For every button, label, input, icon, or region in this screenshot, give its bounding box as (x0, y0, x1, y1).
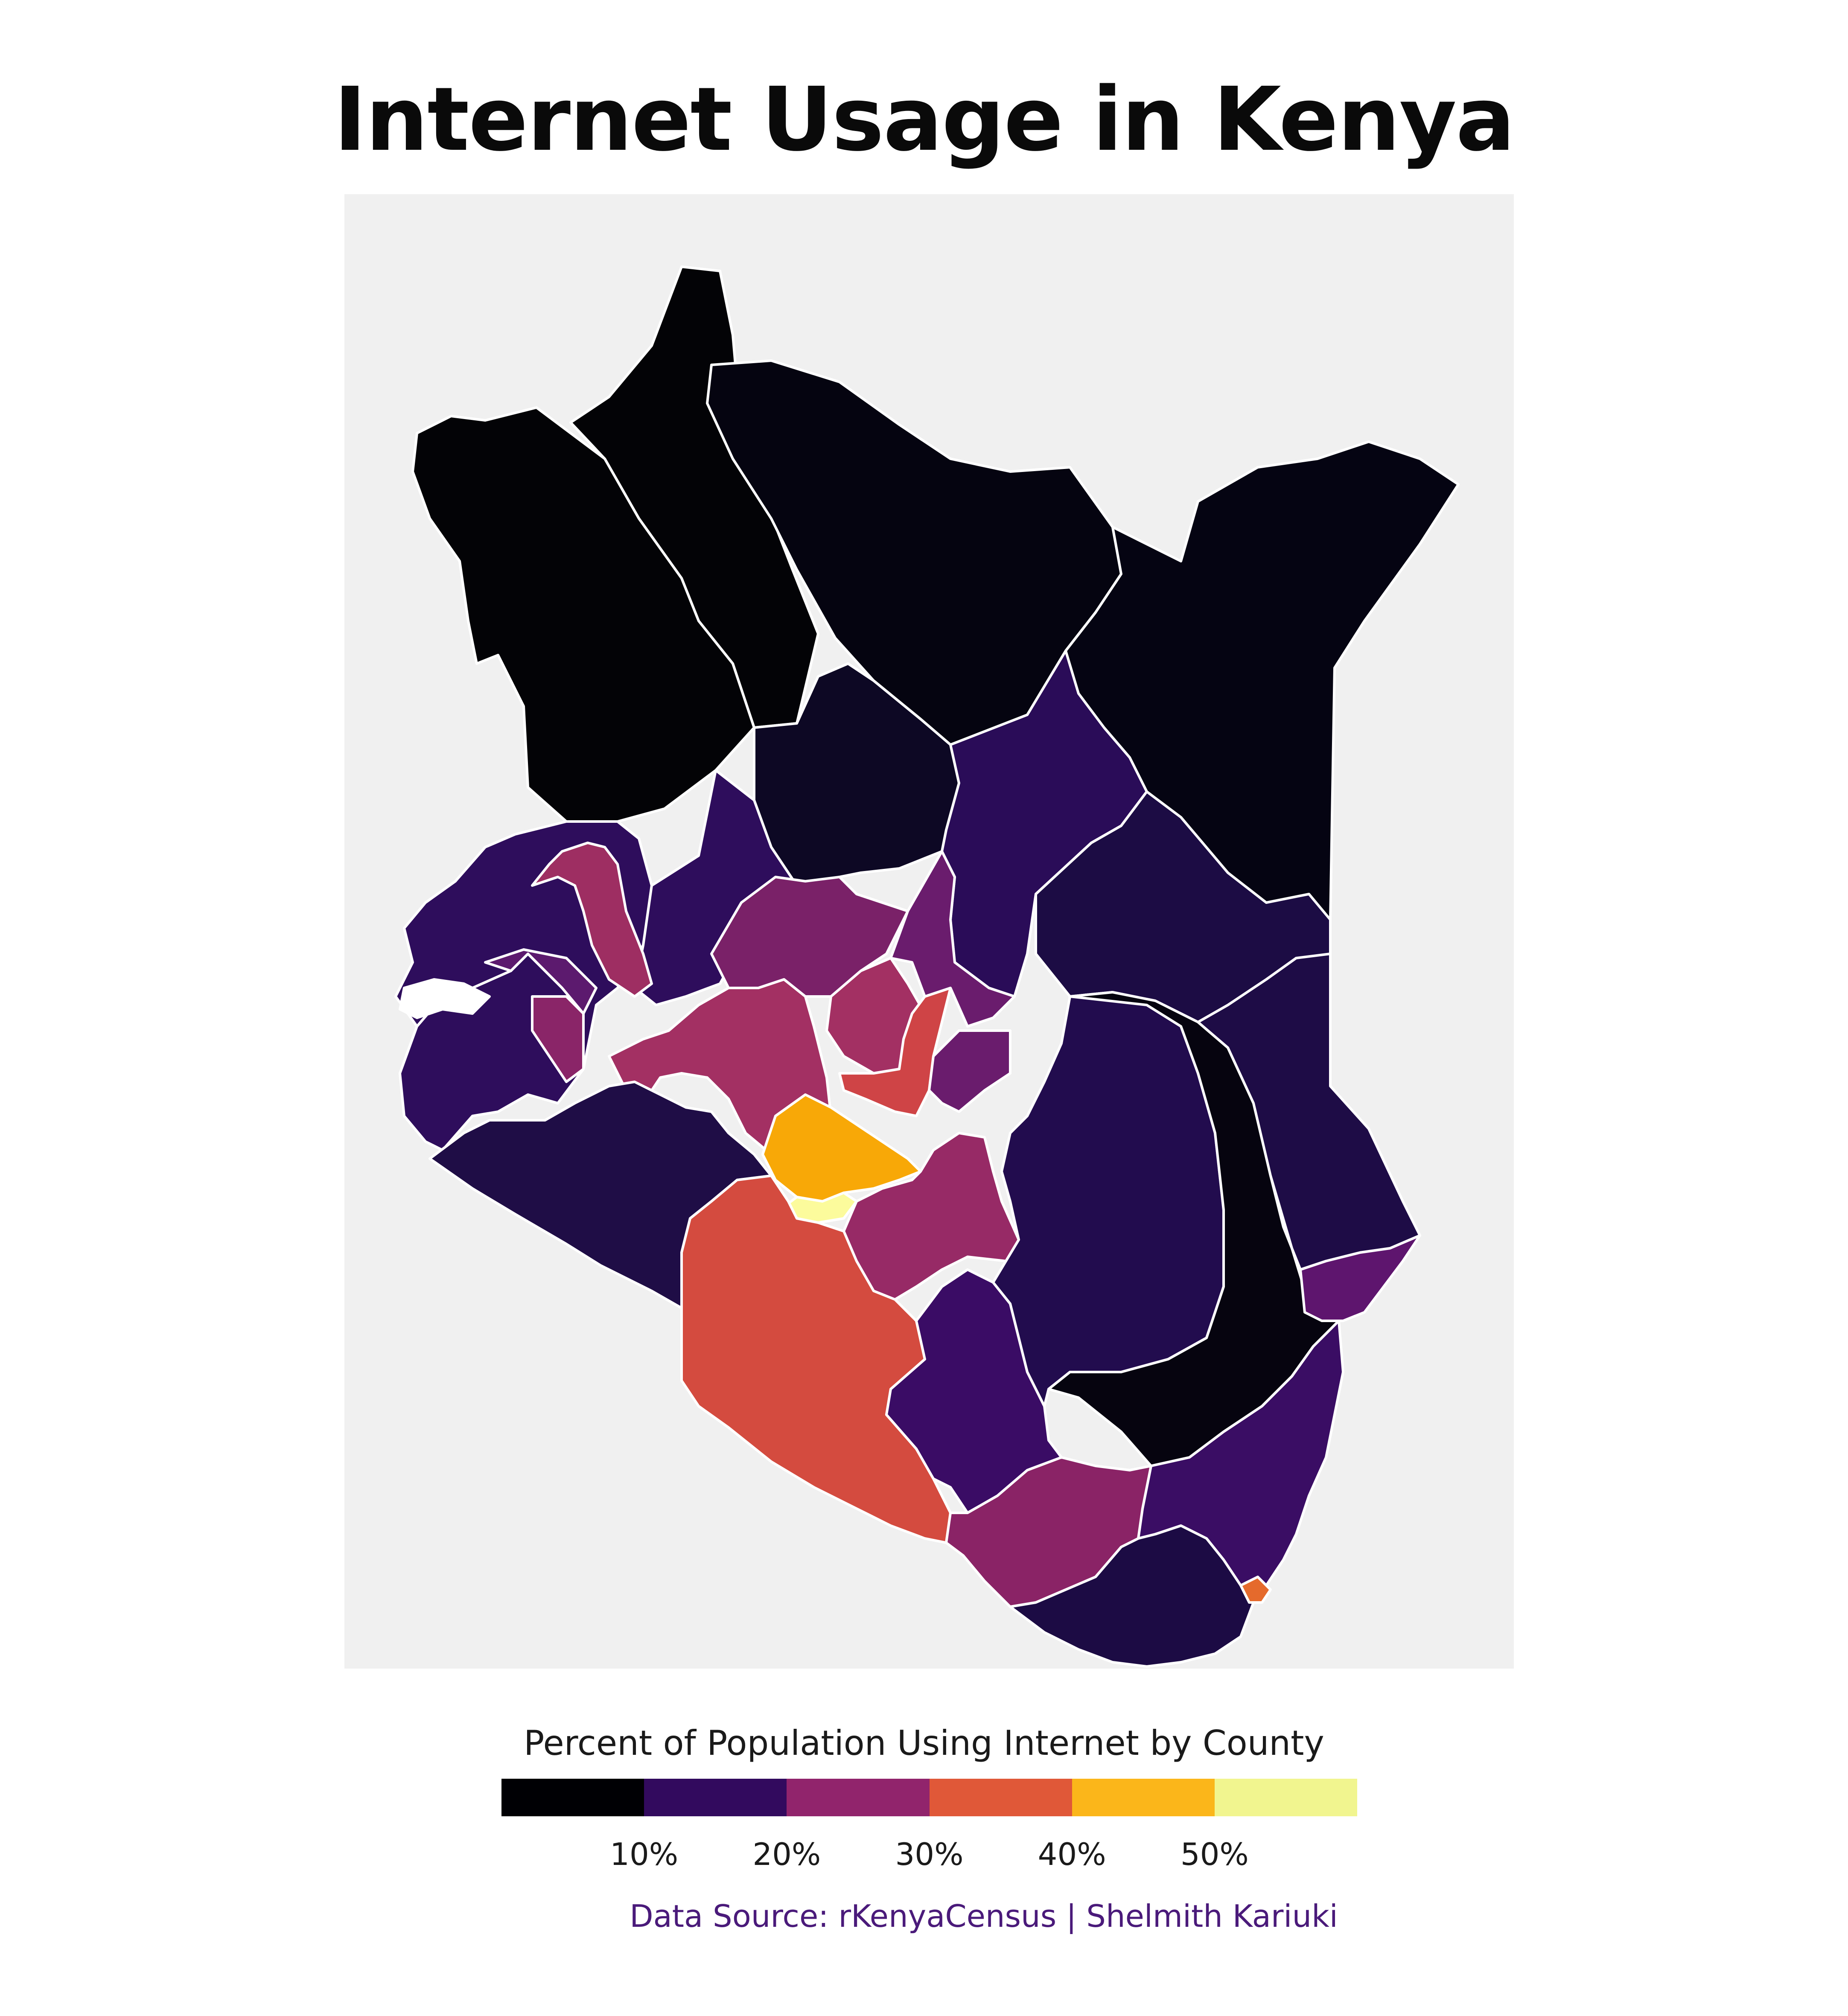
county-west-mid-b (531, 995, 585, 1083)
legend-swatch (787, 1779, 930, 1816)
county-kitui (992, 991, 1225, 1407)
legend-swatch (501, 1779, 644, 1816)
legend-tick-label: 20% (752, 1836, 821, 1872)
county-mombasa (1239, 1576, 1272, 1604)
legend-tick-label: 10% (610, 1836, 679, 1872)
county-west-highlight (531, 842, 653, 998)
data-source-caption: Data Source: rKenyaCensus | Shelmith Kar… (630, 1898, 1338, 1934)
legend-title: Percent of Population Using Internet by … (524, 1723, 1324, 1763)
legend-swatch (1072, 1779, 1215, 1816)
legend-swatch (929, 1779, 1072, 1816)
legend-swatch (644, 1779, 787, 1816)
map-panel (344, 194, 1514, 1669)
county-kwale (1009, 1524, 1255, 1668)
county-central-orange (838, 987, 952, 1117)
county-lamu (1299, 1234, 1421, 1322)
legend-tick-label: 40% (1038, 1836, 1106, 1872)
legend-tick-label: 30% (895, 1836, 964, 1872)
county-kiambu (761, 1093, 922, 1203)
county-central-mid (889, 850, 1016, 1028)
legend-tick-label: 50% (1180, 1836, 1249, 1872)
county-west-mid-a (484, 948, 598, 1015)
county-garissa (1197, 953, 1421, 1271)
legend-color-bar (501, 1779, 1358, 1816)
map-title: Internet Usage in Kenya (333, 68, 1515, 171)
county-north-west-lower (411, 406, 755, 823)
county-central-mid-b (928, 1029, 1011, 1113)
lake-victoria-inlet (399, 978, 491, 1019)
kenya-choropleth-map (394, 265, 1460, 1668)
legend-swatch (1214, 1779, 1358, 1816)
county-south-west (428, 1081, 772, 1309)
